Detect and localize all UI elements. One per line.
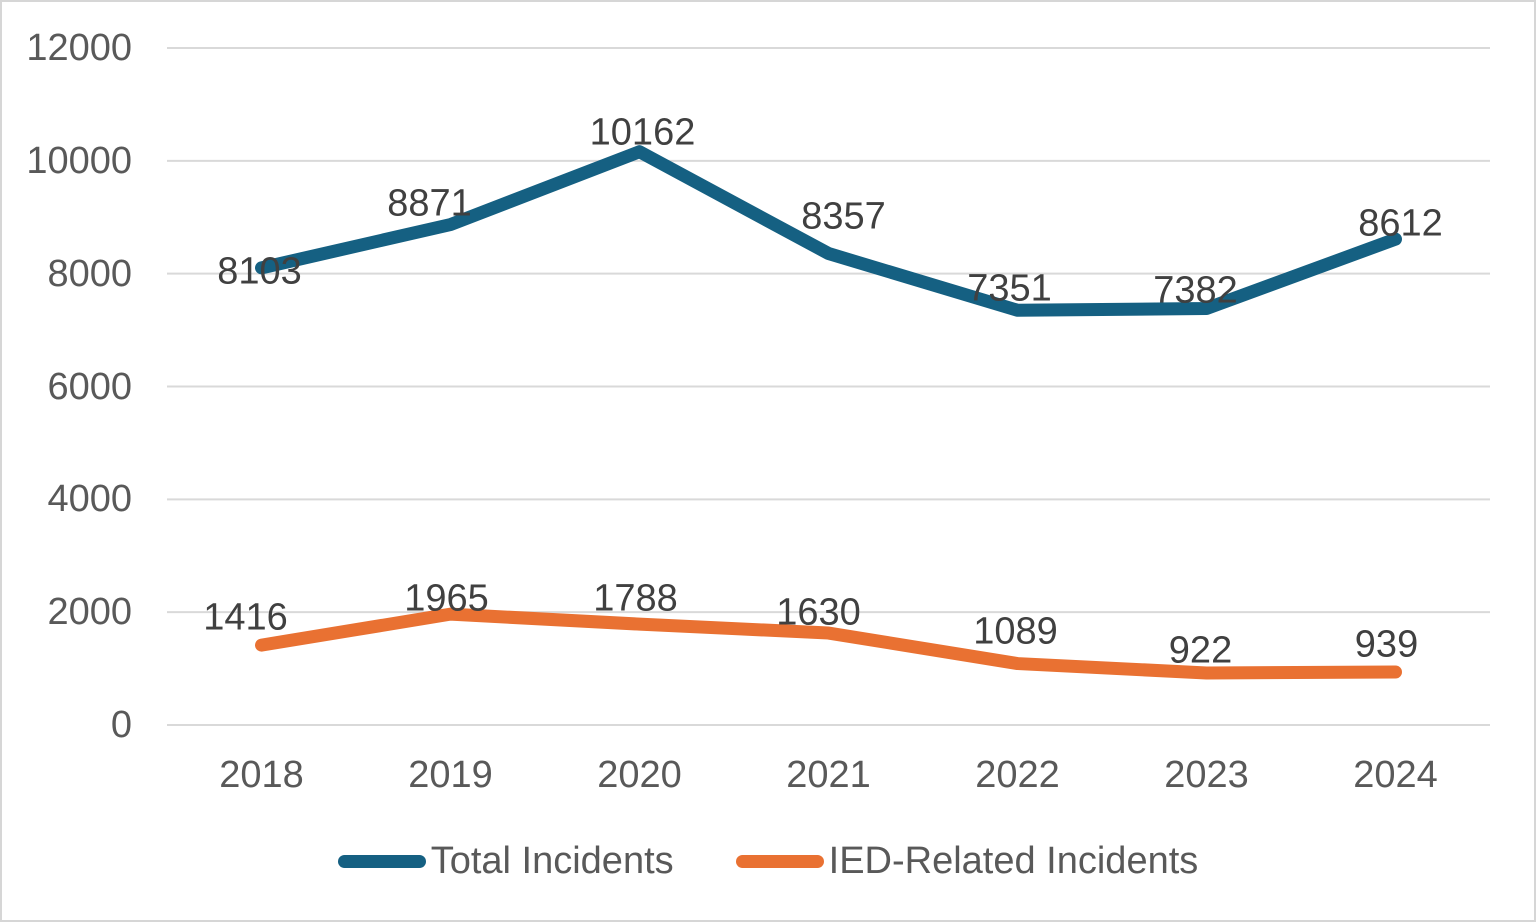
x-tick-label: 2019 [408,754,493,796]
legend-line-swatch [337,854,426,868]
data-label: 8103 [217,250,302,293]
legend-item: IED-Related Incidents [735,839,1199,883]
x-tick-label: 2020 [597,754,682,796]
y-tick-label: 10000 [26,139,132,182]
data-label: 1965 [404,577,489,620]
x-tick-label: 2018 [219,754,304,796]
data-label: 7351 [967,267,1052,310]
legend-line-swatch [735,854,824,868]
legend-item: Total Incidents [337,839,674,883]
legend-label: Total Incidents [430,839,674,882]
data-label: 10162 [589,111,696,154]
series-line-total-incidents [255,145,1402,317]
y-tick-label: 0 [110,704,132,746]
data-label: 8612 [1358,202,1443,245]
data-label: 7382 [1153,269,1238,312]
data-label: 1089 [973,610,1058,653]
y-tick-label: 2000 [47,591,132,634]
y-tick-label: 6000 [47,365,132,408]
x-tick-label: 2021 [786,754,871,796]
x-tick-label: 2024 [1353,754,1438,796]
x-tick-label: 2022 [975,754,1060,796]
series-line-ied-related-incidents [255,607,1402,680]
x-tick-label: 2023 [1164,754,1249,796]
data-label: 1630 [776,591,861,634]
data-label: 939 [1354,623,1419,666]
data-label: 8357 [801,195,886,238]
y-tick-label: 4000 [47,478,132,521]
y-tick-label: 12000 [26,27,132,69]
legend-label: IED-Related Incidents [828,839,1199,882]
data-label: 1788 [593,577,678,620]
data-label: 1416 [203,596,288,639]
data-label: 922 [1168,629,1233,672]
legend: Total Incidents IED-Related Incidents [2,840,1534,882]
y-tick-label: 8000 [47,252,132,295]
data-label: 8871 [387,182,472,225]
